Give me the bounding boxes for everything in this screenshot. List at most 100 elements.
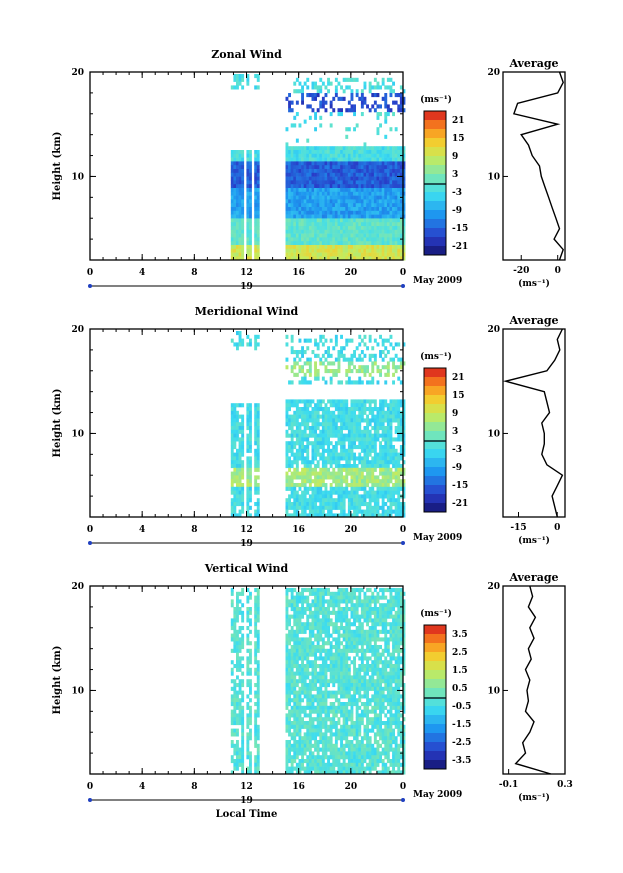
colorbar-segment: [424, 643, 446, 653]
colorbar-segment: [424, 670, 446, 680]
colorbar-segment: [424, 431, 446, 441]
colorbar-segment: [424, 165, 446, 175]
average-profile-line: [514, 585, 552, 775]
x-tick-label: 8: [191, 525, 197, 535]
colorbar-frame: [423, 367, 447, 513]
colorbar-segment: [424, 201, 446, 211]
heatmap-cells: [230, 588, 406, 775]
colorbar-tick-label: 0.5: [452, 684, 468, 694]
colorbar-tick-label: -21: [452, 242, 468, 252]
average-y-tick-label: 10: [487, 429, 500, 439]
average-y-tick-label: 20: [487, 325, 500, 335]
colorbar-tick-label: -3: [452, 445, 462, 455]
colorbar-segment: [424, 386, 446, 396]
colorbar-segment: [424, 246, 446, 256]
x-tick-label: 12: [240, 268, 253, 278]
x-tick-label: 12: [240, 782, 253, 792]
x-tick-label: 4: [139, 525, 145, 535]
average-x-label: (ms⁻¹): [518, 792, 550, 803]
colorbar-segment: [424, 760, 446, 770]
colorbar-segment: [424, 120, 446, 130]
y-tick-label: 10: [71, 429, 84, 439]
average-title: Average: [508, 571, 558, 584]
average-frame: [502, 71, 566, 261]
colorbar-segment: [424, 156, 446, 166]
colorbar-frame: [423, 110, 447, 256]
average-x-tick-label: -0.1: [499, 780, 518, 790]
colorbar-tick-label: -21: [452, 499, 468, 509]
colorbar-segment: [424, 652, 446, 662]
colorbar-tick-label: 9: [452, 152, 458, 162]
colorbar-segment: [424, 377, 446, 387]
average-y-tick-label: 10: [487, 686, 500, 696]
date-bar-end: [401, 541, 405, 545]
average-x-label: (ms⁻¹): [518, 535, 550, 546]
colorbar-segment: [424, 697, 446, 707]
month-label: May 2009: [413, 533, 462, 543]
date-bar-start: [88, 541, 92, 545]
colorbar-segment: [424, 422, 446, 432]
colorbar-unit: (ms⁻¹): [420, 608, 452, 619]
colorbar-unit: (ms⁻¹): [420, 94, 452, 105]
colorbar-tick-label: 1.5: [452, 666, 468, 676]
average-x-tick-label: 0: [554, 523, 560, 533]
colorbar-segment: [424, 634, 446, 644]
y-tick-label: 20: [71, 68, 84, 78]
colorbar-segment: [424, 625, 446, 635]
colorbar-segment: [424, 724, 446, 734]
colorbar-unit: (ms⁻¹): [420, 351, 452, 362]
y-axis-label: Height (km): [52, 646, 63, 715]
colorbar-segment: [424, 503, 446, 513]
colorbar-segment: [424, 742, 446, 752]
panel-title: Zonal Wind: [211, 48, 282, 61]
x-tick-label: 0: [400, 525, 406, 535]
colorbar-segment: [424, 715, 446, 725]
colorbar-segment: [424, 458, 446, 468]
y-tick-label: 10: [71, 686, 84, 696]
heatmap-cells: [230, 331, 406, 518]
colorbar-tick-label: -9: [452, 206, 462, 216]
date-label: 19: [240, 539, 253, 549]
colorbar-tick-label: -0.5: [452, 702, 471, 712]
date-label: 19: [240, 796, 253, 806]
colorbar-tick-label: 2.5: [452, 648, 468, 658]
colorbar-segment: [424, 440, 446, 450]
colorbar-segment: [424, 138, 446, 148]
average-profile-line: [512, 71, 564, 261]
average-x-tick-label: 0: [555, 266, 561, 276]
x-tick-label: 20: [345, 268, 358, 278]
x-tick-label: 0: [400, 782, 406, 792]
colorbar-segment: [424, 404, 446, 414]
colorbar-segment: [424, 228, 446, 238]
average-title: Average: [508, 57, 558, 70]
date-bar-start: [88, 798, 92, 802]
colorbar-segment: [424, 688, 446, 698]
colorbar-segment: [424, 368, 446, 378]
x-tick-label: 0: [87, 268, 93, 278]
colorbar-tick-label: -15: [452, 224, 468, 234]
colorbar-tick-label: 3: [452, 427, 458, 437]
colorbar-segment: [424, 679, 446, 689]
colorbar-segment: [424, 210, 446, 220]
colorbar-segment: [424, 494, 446, 504]
colorbar-tick-label: 15: [452, 391, 465, 401]
colorbar-segment: [424, 147, 446, 157]
y-axis-label: Height (km): [52, 132, 63, 201]
average-y-tick-label: 20: [487, 582, 500, 592]
month-label: May 2009: [413, 790, 462, 800]
y-axis-label: Height (km): [52, 389, 63, 458]
colorbar-tick-label: 15: [452, 134, 465, 144]
x-tick-label: 8: [191, 268, 197, 278]
colorbar-segment: [424, 751, 446, 761]
colorbar-tick-label: -3: [452, 188, 462, 198]
colorbar-segment: [424, 476, 446, 486]
average-x-tick-label: -15: [510, 523, 526, 533]
x-tick-label: 20: [345, 782, 358, 792]
average-x-tick-label: 0.3: [557, 780, 573, 790]
colorbar-segment: [424, 661, 446, 671]
colorbar-segment: [424, 192, 446, 202]
colorbar-tick-label: -1.5: [452, 720, 471, 730]
colorbar-segment: [424, 485, 446, 495]
x-tick-label: 0: [87, 525, 93, 535]
colorbar-segment: [424, 395, 446, 405]
